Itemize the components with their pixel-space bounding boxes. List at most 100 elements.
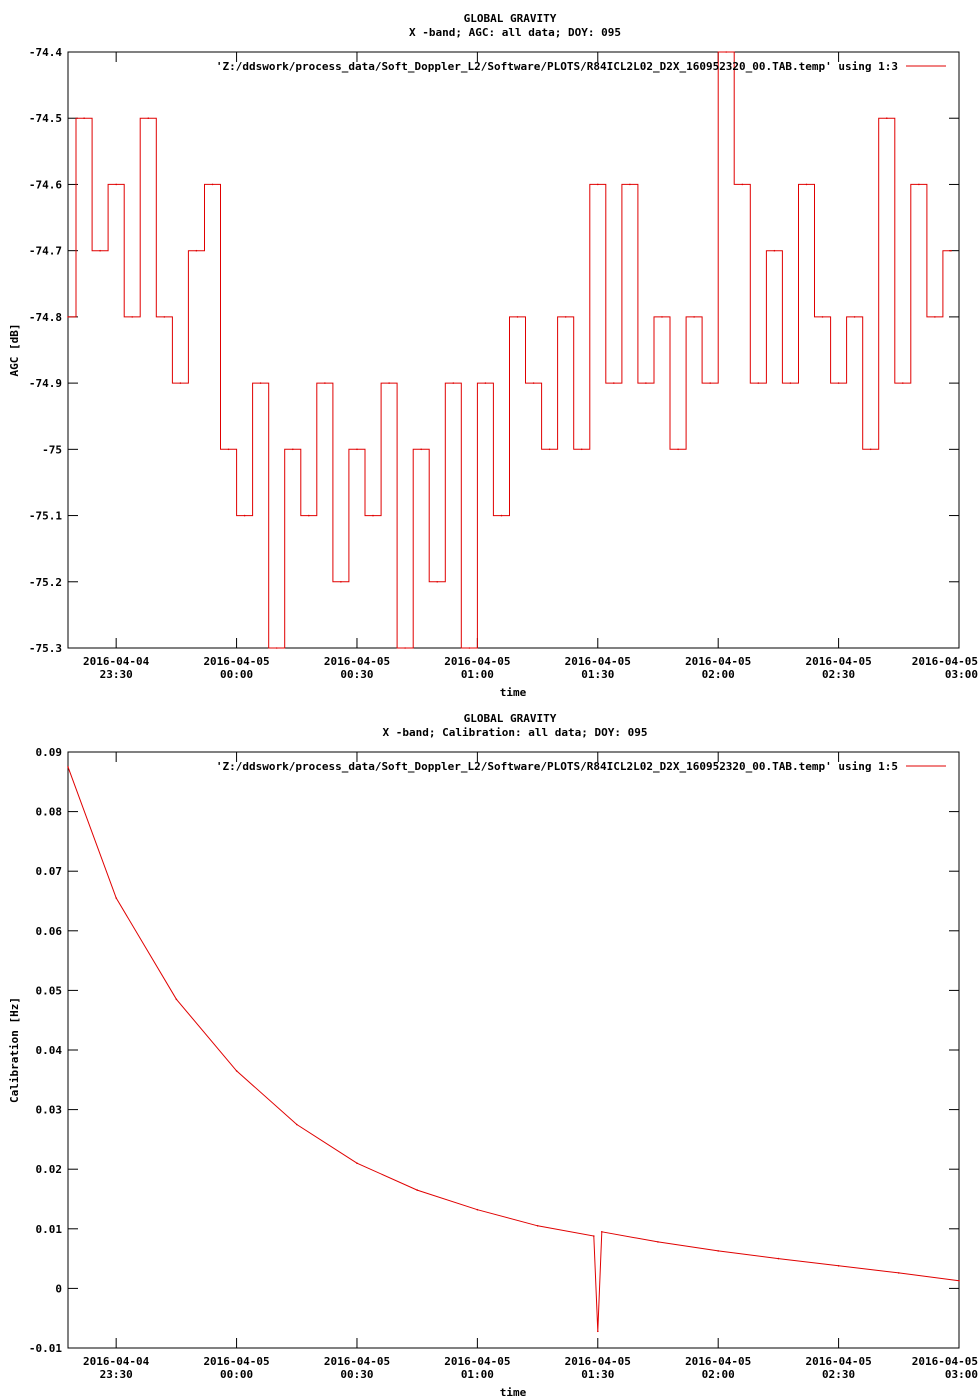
x-tick-label-time: 01:30	[581, 1368, 614, 1381]
y-ticks: -74.4 -74.5 -74.6 -74.7 -74.8 -74.9 -75 -75.1 -7…	[29, 46, 959, 655]
y-tick-label: 0.02	[36, 1163, 63, 1176]
data-point	[593, 1235, 595, 1237]
data-point	[476, 1208, 479, 1211]
x-tick-label-date: 2016-04-05	[685, 655, 751, 668]
data-point	[243, 514, 246, 517]
x-tick-label-time: 02:30	[822, 668, 855, 681]
data-point	[709, 382, 711, 384]
x-axis-label: time	[500, 686, 527, 699]
x-tick-label-date: 2016-04-05	[324, 1355, 390, 1368]
data-point	[67, 766, 69, 768]
data-point	[416, 1189, 419, 1191]
data-point	[805, 183, 808, 186]
data-point	[296, 1123, 298, 1126]
x-tick-label-time: 00:00	[220, 1368, 253, 1381]
chart-subtitle: X -band; AGC: all data; DOY: 095	[409, 26, 621, 39]
data-point	[516, 316, 519, 318]
data-point	[597, 183, 599, 186]
y-tick-label: 0.03	[36, 1104, 63, 1117]
series-layer	[67, 51, 952, 649]
x-tick-label-date: 2016-04-05	[912, 655, 978, 668]
y-tick-label: 0.06	[36, 925, 63, 938]
chart-title: GLOBAL GRAVITY	[464, 712, 557, 725]
y-tick-label: 0.09	[36, 746, 63, 759]
data-point	[898, 1272, 900, 1274]
data-point	[131, 316, 133, 318]
data-point	[468, 647, 471, 649]
data-point	[372, 514, 374, 517]
x-tick-label-time: 01:30	[581, 668, 614, 681]
data-point	[717, 1250, 719, 1252]
y-tick-label: 0.04	[36, 1044, 63, 1057]
data-point	[420, 448, 423, 451]
x-tick-label-date: 2016-04-05	[203, 1355, 269, 1368]
y-tick-label: -74.4	[29, 46, 62, 59]
x-ticks: 2016-04-0423:302016-04-0500:002016-04-05…	[83, 52, 978, 681]
y-tick-label: -75.2	[29, 576, 62, 589]
x-tick-label-date: 2016-04-05	[203, 655, 269, 668]
x-tick-label-date: 2016-04-05	[805, 655, 871, 668]
calibration-chart: GLOBAL GRAVITY X -band; Calibration: all…	[8, 712, 978, 1399]
data-point	[741, 183, 744, 186]
x-tick-label-date: 2016-04-05	[565, 655, 631, 668]
data-point	[115, 897, 117, 899]
data-point	[532, 382, 535, 384]
data-point	[657, 1241, 659, 1243]
data-point	[693, 316, 695, 318]
y-tick-label: -74.5	[29, 112, 62, 125]
data-point	[789, 382, 792, 384]
y-axis-label: AGC [dB]	[8, 324, 21, 377]
data-point	[629, 183, 631, 186]
data-point	[500, 514, 503, 517]
data-point	[356, 448, 358, 451]
data-point	[837, 1265, 840, 1267]
data-point	[83, 117, 85, 119]
series-layer	[67, 766, 960, 1333]
y-tick-label: 0.08	[36, 806, 63, 819]
data-point	[853, 316, 856, 318]
x-ticks: 2016-04-0423:302016-04-0500:002016-04-05…	[83, 752, 978, 1381]
x-tick-label-time: 23:30	[100, 1368, 133, 1381]
y-tick-label: -75.1	[29, 510, 62, 523]
data-point	[958, 1279, 960, 1282]
y-ticks: 0.09 0.08 0.07 0.06 0.05 0.04 0.03 0.02 0.01 0 -0.…	[29, 746, 959, 1355]
data-point	[613, 382, 615, 384]
data-point	[340, 581, 342, 583]
x-tick-label-time: 01:00	[461, 1368, 494, 1381]
x-tick-label-time: 00:00	[220, 668, 253, 681]
data-point	[388, 382, 390, 384]
x-tick-label-time: 02:30	[822, 1368, 855, 1381]
data-point	[677, 448, 679, 451]
y-tick-label: -74.7	[29, 245, 62, 258]
y-tick-label: 0.07	[36, 865, 63, 878]
x-tick-label-time: 02:00	[702, 1368, 735, 1381]
x-tick-label-date: 2016-04-05	[912, 1355, 978, 1368]
data-point	[597, 1330, 599, 1333]
y-tick-label: 0.01	[36, 1223, 63, 1236]
series-line	[67, 766, 960, 1332]
data-point	[259, 382, 262, 384]
y-tick-label: -75.3	[29, 642, 62, 655]
data-point	[292, 448, 294, 451]
chart-subtitle: X -band; Calibration: all data; DOY: 095	[383, 726, 648, 739]
data-point	[436, 581, 439, 583]
y-tick-label: -74.9	[29, 377, 62, 390]
plot-frame	[67, 751, 960, 1349]
x-tick-label-date: 2016-04-05	[444, 1355, 510, 1368]
data-point	[99, 249, 101, 252]
data-point	[67, 316, 69, 318]
data-point	[934, 316, 936, 318]
x-tick-label-date: 2016-04-05	[324, 655, 390, 668]
y-axis-label: Calibration [Hz]	[8, 997, 21, 1103]
x-tick-label-time: 00:30	[340, 1368, 373, 1381]
data-point	[869, 448, 872, 451]
x-tick-label-time: 23:30	[100, 668, 133, 681]
y-tick-label: -74.6	[29, 178, 62, 191]
agc-chart: GLOBAL GRAVITY X -band; AGC: all data; D…	[8, 12, 978, 699]
data-point	[195, 249, 198, 252]
data-point	[175, 998, 178, 1001]
data-point	[536, 1225, 539, 1227]
data-point	[548, 448, 551, 451]
data-point	[757, 382, 760, 384]
